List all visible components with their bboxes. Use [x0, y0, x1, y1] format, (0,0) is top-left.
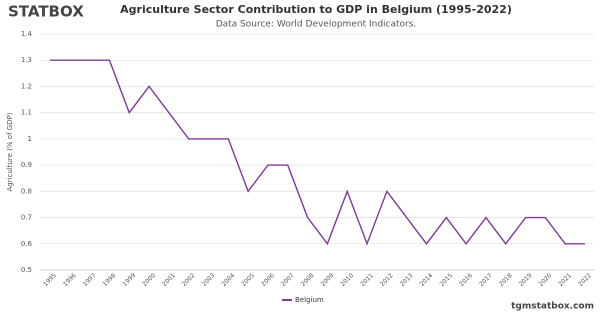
legend-label: Belgium [295, 296, 324, 304]
x-tick-label: 2008 [300, 272, 316, 288]
x-tick-label: 2021 [557, 272, 573, 288]
x-tick-label: 2012 [379, 272, 395, 288]
x-tick-label: 2020 [537, 272, 553, 288]
y-tick-label: 0.8 [21, 187, 32, 195]
y-tick-label: 1.4 [21, 30, 33, 38]
x-tick-label: 2002 [181, 272, 197, 288]
x-tick-label: 2019 [518, 272, 534, 288]
line [50, 59, 585, 246]
chart-subtitle: Data Source: World Development Indicator… [216, 20, 417, 30]
x-tick-label: 2006 [260, 272, 276, 288]
x-tick-label: 2011 [359, 272, 375, 288]
x-tick-label: 2005 [240, 272, 256, 288]
y-tick-label: 1 [28, 135, 32, 143]
x-tick-label: 2013 [399, 272, 415, 288]
x-tick-label: 2004 [220, 272, 236, 288]
x-tick-label: 1996 [62, 272, 78, 288]
x-tick-label: 1997 [82, 272, 98, 288]
x-tick-label: 2009 [320, 272, 336, 288]
x-tick-label: 2014 [419, 272, 435, 288]
x-tick-label: 1999 [121, 272, 137, 288]
y-tick-label: 1.1 [21, 109, 32, 117]
chart-title: Agriculture Sector Contribution to GDP i… [120, 3, 512, 16]
x-tick-label: 1995 [42, 272, 58, 288]
x-tick-label: 2001 [161, 272, 177, 288]
x-tick-label: 2007 [280, 272, 296, 288]
y-tick-label: 0.9 [21, 161, 32, 169]
y-axis-label: Agriculture (% of GDP) [6, 112, 14, 191]
y-tick-label: 0.5 [21, 266, 32, 274]
x-tick-label: 2015 [438, 272, 454, 288]
x-tick-label: 2003 [201, 272, 217, 288]
logo: STATBOX [8, 3, 84, 21]
x-tick-label: 2017 [478, 272, 494, 288]
y-tick-label: 0.6 [21, 240, 33, 248]
y-tick-label: 1.3 [21, 56, 32, 64]
footer: tgmstatbox.com [511, 302, 594, 312]
x-tick-label: 1998 [102, 272, 118, 288]
x-tick-label: 2018 [498, 272, 514, 288]
y-tick-label: 0.7 [21, 214, 32, 222]
x-tick-label: 2022 [577, 272, 593, 288]
y-tick-label: 1.2 [21, 82, 32, 90]
x-tick-label: 2000 [141, 272, 157, 288]
x-tick-label: 2016 [458, 272, 474, 288]
x-tick-label: 2010 [339, 272, 355, 288]
